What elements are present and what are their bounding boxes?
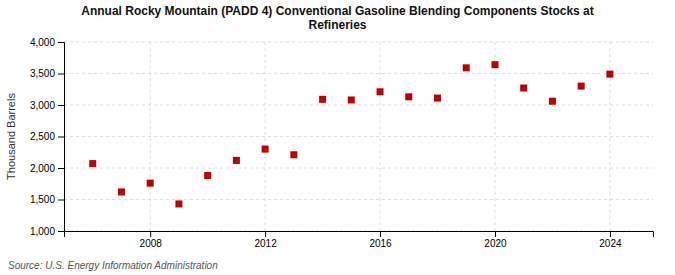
- point: [290, 151, 297, 158]
- x-tick: 2020: [484, 231, 507, 249]
- point: [491, 61, 498, 68]
- point: [578, 83, 585, 90]
- title-line: Annual Rocky Mountain (PADD 4) Conventio…: [81, 4, 593, 18]
- y-tick: 3,500: [30, 68, 64, 79]
- point: [520, 84, 527, 91]
- grid: [64, 42, 653, 231]
- y-tick: 1,000: [30, 226, 64, 237]
- x-grid-line: [265, 42, 266, 231]
- y-grid-line: [64, 42, 653, 43]
- y-tick-label: 1,000: [30, 226, 55, 237]
- chart: 2008 2012 2016 2020 2024 1,000 1,500 2,000 2,500…: [0, 0, 675, 275]
- title-line: Refineries: [308, 18, 366, 32]
- x-tick-label: 2012: [254, 238, 277, 249]
- point: [204, 172, 211, 179]
- x-grid-line: [150, 42, 151, 231]
- y-grid-line: [64, 168, 653, 169]
- y-tick-label: 3,500: [30, 68, 55, 79]
- y-tick-label: 3,000: [30, 100, 55, 111]
- x-tick-label: 2008: [140, 238, 163, 249]
- y-tick: 1,500: [30, 194, 64, 205]
- y-tick-mark: [58, 137, 64, 138]
- y-tick: 2,500: [30, 131, 64, 142]
- x-grid-line: [609, 42, 610, 231]
- y-axis-line: [58, 43, 65, 232]
- x-tick: 2012: [254, 231, 277, 249]
- x-tick-mark: [380, 231, 381, 237]
- point: [233, 157, 240, 164]
- x-axis: 2008 2012 2016 2020 2024: [65, 231, 654, 249]
- point: [319, 96, 326, 103]
- x-tick: 2024: [599, 231, 622, 249]
- point: [434, 95, 441, 102]
- y-tick: 2,000: [30, 163, 64, 174]
- y-tick-label: 2,500: [30, 131, 55, 142]
- x-grid-line: [494, 42, 495, 231]
- point: [549, 98, 556, 105]
- title: Annual Rocky Mountain (PADD 4) Conventio…: [81, 4, 593, 32]
- y-tick-mark: [58, 105, 64, 106]
- x-tick-label: 2020: [484, 238, 507, 249]
- y-tick: 4,000: [30, 37, 64, 48]
- y-tick: 3,000: [30, 100, 64, 111]
- x-tick: 2016: [369, 231, 392, 249]
- y-tick-mark: [58, 231, 64, 232]
- y-grid-line: [64, 73, 653, 74]
- point: [262, 146, 269, 153]
- point: [348, 96, 355, 103]
- x-grid-line: [380, 42, 381, 231]
- point: [377, 88, 384, 95]
- y-grid-line: [64, 105, 653, 106]
- y-axis-title: Thousand Barrels: [5, 93, 17, 180]
- point: [405, 93, 412, 100]
- point: [147, 180, 154, 187]
- y-tick-mark: [58, 74, 64, 75]
- x-tick-label: 2016: [369, 238, 392, 249]
- x-axis-line: [65, 232, 654, 238]
- x-tick-mark: [495, 231, 496, 237]
- point: [175, 200, 182, 207]
- x-tick-mark: [610, 231, 611, 237]
- y-tick-mark: [58, 42, 64, 43]
- y-tick-label: 2,000: [30, 163, 55, 174]
- x-tick-mark: [150, 231, 151, 237]
- y-tick-label: 1,500: [30, 194, 55, 205]
- point: [606, 71, 613, 78]
- y-axis: 1,000 1,500 2,000 2,500 3,000 3,500 4,000: [30, 37, 65, 237]
- y-tick-label: 4,000: [30, 37, 55, 48]
- x-tick-mark: [265, 231, 266, 237]
- y-grid-line: [64, 136, 653, 137]
- x-tick: 2008: [140, 231, 163, 249]
- y-tick-mark: [58, 200, 64, 201]
- y-tick-mark: [58, 168, 64, 169]
- marks: [89, 61, 613, 207]
- point: [89, 160, 96, 167]
- x-tick-label: 2024: [599, 238, 622, 249]
- point: [463, 64, 470, 71]
- plot: 2008 2012 2016 2020 2024 1,000 1,500 2,000 2,500…: [30, 37, 654, 249]
- point: [118, 188, 125, 195]
- source: Source: U.S. Energy Information Administ…: [8, 260, 218, 271]
- y-grid-line: [64, 199, 653, 200]
